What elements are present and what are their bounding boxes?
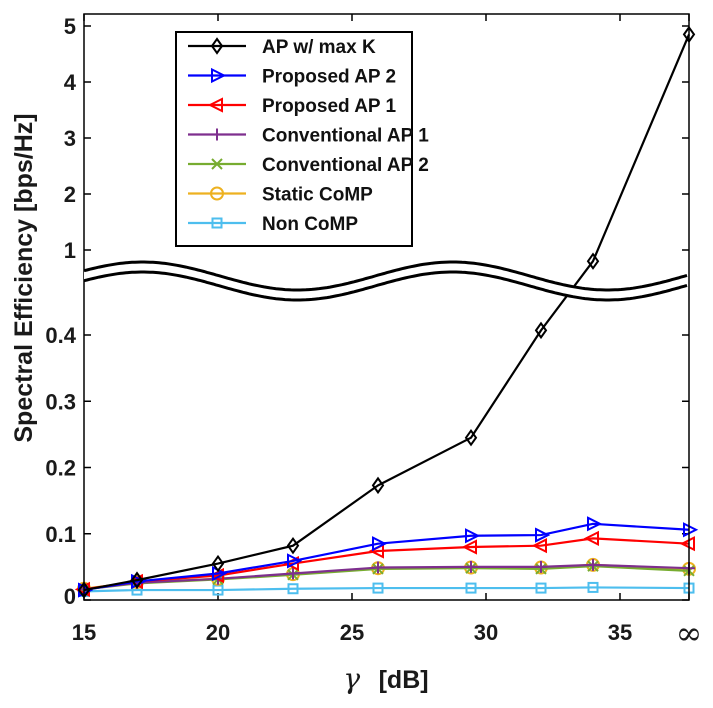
y-tick-label: 2	[64, 182, 76, 207]
legend-label: Proposed AP 1	[262, 96, 397, 117]
data-point	[531, 538, 547, 554]
legend: AP w/ max K Proposed AP 2 Proposed AP 1 Con…	[175, 31, 429, 247]
data-point	[211, 67, 227, 84]
data-point	[211, 217, 223, 229]
y-tick-label: 0.3	[45, 389, 76, 414]
data-point	[583, 530, 599, 547]
series-line	[83, 33, 691, 592]
x-tick-label: 15	[72, 620, 96, 645]
data-point	[287, 553, 303, 569]
legend-label: Static CoMP	[262, 185, 373, 206]
x-axis-symbol: γ	[343, 662, 360, 695]
series-line	[83, 522, 690, 592]
axis-break-line-lower	[83, 270, 688, 302]
y-tick-label: 1	[64, 238, 76, 263]
x-tick-label: ∞	[676, 614, 703, 652]
y-tick-label: 0.2	[45, 456, 76, 481]
data-point	[464, 428, 478, 447]
data-point	[207, 97, 223, 113]
y-tick-label: 3	[64, 126, 76, 151]
legend-item: AP w/ max K	[188, 37, 376, 58]
data-point	[587, 516, 603, 532]
series-non-comp	[78, 581, 695, 597]
data-point	[372, 536, 388, 552]
legend-item: Conventional AP 2	[188, 155, 429, 176]
series-proposed-ap-1	[74, 530, 695, 598]
data-point	[534, 321, 548, 340]
data-point	[535, 560, 547, 573]
y-ticks: 0 0.1 0.2 0.3 0.4 1 2 3 4 5	[45, 14, 689, 609]
data-point	[372, 561, 384, 574]
legend-label: Proposed AP 2	[262, 67, 396, 88]
plot-frame	[83, 13, 690, 601]
axis-labels: Spectral Efficiency [bps/Hz] γ [dB]	[10, 113, 429, 695]
data-point	[587, 558, 599, 571]
x-ticks: 15 20 25 30 35 ∞	[72, 14, 703, 652]
data-point	[286, 536, 300, 555]
data-point	[211, 158, 223, 170]
y-tick-label: 5	[64, 14, 76, 39]
data-point	[586, 252, 600, 270]
y-tick-label: 0.4	[45, 323, 76, 348]
series-proposed-ap-2	[78, 516, 699, 598]
legend-item: Proposed AP 1	[188, 96, 397, 117]
y-tick-label: 0.1	[45, 522, 76, 547]
data-point	[465, 560, 477, 573]
data-point	[461, 539, 477, 555]
data-point	[465, 582, 477, 594]
data-point	[535, 527, 551, 543]
legend-label: Conventional AP 2	[262, 155, 429, 176]
data-point	[210, 37, 224, 55]
x-axis-title: γ [dB]	[343, 662, 428, 695]
y-tick-label: 0	[64, 584, 76, 609]
x-tick-label: 25	[340, 620, 364, 645]
data-point	[587, 581, 599, 593]
y-axis-title: Spectral Efficiency [bps/Hz]	[10, 113, 38, 442]
legend-item: Proposed AP 2	[188, 67, 396, 88]
series-line	[83, 586, 690, 593]
data-point	[210, 186, 224, 201]
data-point	[130, 571, 144, 589]
x-axis-unit: [dB]	[379, 666, 429, 694]
data-point	[211, 554, 225, 573]
x-tick-label: 30	[474, 620, 498, 645]
legend-item: Conventional AP 1	[188, 126, 429, 147]
legend-item: Static CoMP	[188, 185, 373, 206]
legend-box	[175, 31, 413, 247]
x-tick-label: 20	[206, 620, 230, 645]
legend-item: Non CoMP	[188, 214, 358, 235]
data-point	[372, 582, 384, 594]
legend-label: Non CoMP	[262, 214, 358, 235]
legend-label: Conventional AP 1	[262, 126, 429, 147]
x-tick-label: 35	[608, 620, 632, 645]
data-point	[287, 583, 299, 595]
y-tick-label: 4	[64, 70, 77, 95]
data-point	[465, 528, 481, 544]
data-point	[287, 567, 299, 580]
series-ap-w-max-k	[77, 25, 696, 599]
axis-break-mask	[84, 262, 687, 300]
data-point	[679, 536, 695, 552]
data-point	[683, 522, 699, 538]
axis-break-line-upper	[83, 260, 688, 292]
legend-label: AP w/ max K	[262, 37, 376, 58]
data-point	[535, 582, 547, 594]
data-point	[211, 128, 223, 141]
data-point	[371, 476, 385, 495]
